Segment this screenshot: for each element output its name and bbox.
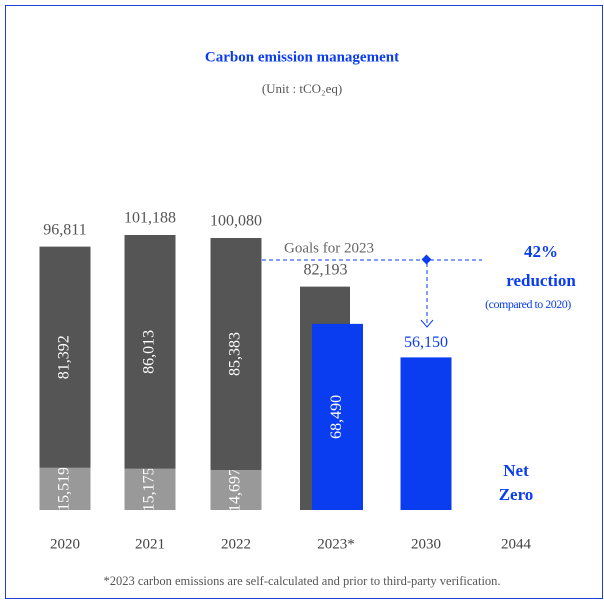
x-tick-label: 2021	[135, 536, 165, 552]
total-label: 96,811	[43, 222, 86, 239]
segment-label: 81,392	[56, 335, 73, 379]
bar-label: 68,490	[328, 395, 345, 439]
segment-label: 15,519	[56, 467, 73, 511]
chart-subtitle: (Unit : tCO₂eq)	[262, 81, 342, 96]
bar-label: 82,193	[304, 261, 348, 278]
segment-label: 15,175	[141, 467, 158, 511]
chart-title: Carbon emission management	[205, 49, 399, 65]
bar-segment	[124, 468, 176, 510]
x-tick-label: 2020	[50, 536, 80, 552]
x-tick-label: 2022	[221, 536, 251, 552]
x-tick-label: 2030	[411, 536, 441, 552]
goal-arrowhead	[420, 319, 434, 328]
bar-segment	[39, 467, 91, 510]
bar-segment	[124, 235, 176, 469]
x-tick-label: 2023*	[317, 536, 355, 552]
total-label: 100,080	[210, 213, 262, 230]
reduction-label: reduction	[506, 271, 576, 290]
segment-label: 86,013	[141, 330, 158, 374]
footnote: *2023 carbon emissions are self-calculat…	[103, 574, 500, 588]
frame	[5, 5, 603, 599]
net-zero-label: Zero	[499, 485, 534, 504]
goal-marker	[421, 254, 432, 265]
percent-label: 42%	[524, 242, 558, 261]
segment-label: 14,697	[227, 468, 244, 512]
segment-label: 85,383	[227, 332, 244, 376]
bar-segment	[39, 246, 91, 468]
bar-segment	[210, 470, 262, 510]
bar	[312, 323, 363, 510]
bar-segment	[210, 238, 262, 471]
bar-label: 56,150	[404, 334, 448, 351]
net-zero-label: Net	[503, 461, 529, 480]
bar	[400, 357, 452, 510]
total-label: 101,188	[124, 210, 176, 227]
compared-label: (compared to 2020)	[485, 297, 571, 311]
x-tick-label: 2044	[501, 536, 532, 552]
goal-label: Goals for 2023	[284, 240, 374, 256]
